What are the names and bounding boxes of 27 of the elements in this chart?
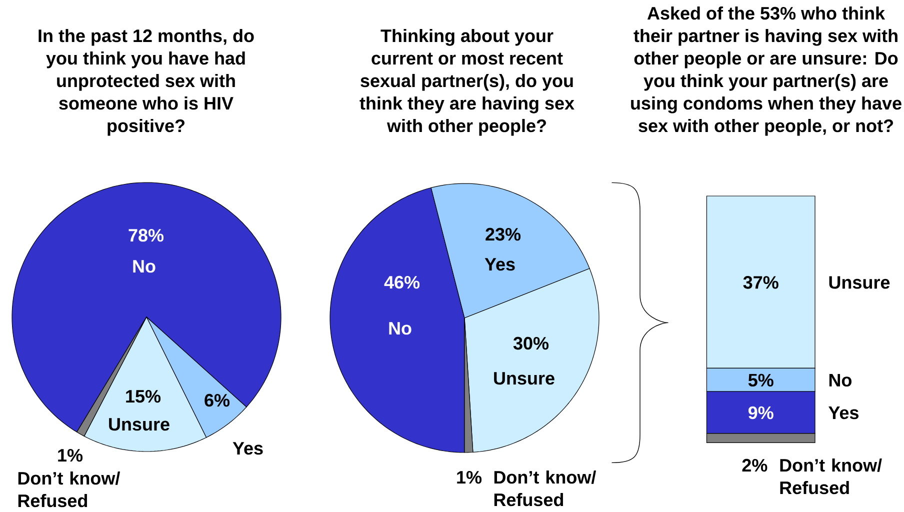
slice-label: Unsure xyxy=(494,372,554,385)
data-label: 1% xyxy=(457,470,482,484)
chart-title: Thinking about your current or most recent sexual partner(s), do you think they are having sex with other people? xyxy=(360,28,574,136)
data-label: 1% xyxy=(58,448,83,462)
slice-label: Unsure xyxy=(109,418,170,431)
data-label: 23% xyxy=(486,228,521,241)
data-label: 9% xyxy=(748,406,774,420)
slice-label: Don’t know/ Refused xyxy=(18,471,120,508)
series-label: Don’t know/ Refused xyxy=(780,458,882,494)
data-label: 46% xyxy=(384,276,420,289)
slice-label: No xyxy=(389,322,412,335)
series-label: Yes xyxy=(828,406,859,420)
series-label: No xyxy=(829,374,852,387)
data-label: 15% xyxy=(126,390,161,403)
chart-title: In the past 12 months, do you think you have had unprotected sex with someone who is HIV positive? xyxy=(38,28,254,136)
data-label: 2% xyxy=(742,458,768,472)
slice-label: Yes xyxy=(484,258,515,271)
data-label: 37% xyxy=(743,276,778,289)
chart-title: Asked of the 53% who think their partner is having sex with other people or are unsure: Do you think your partner(s) are using condoms when they have sex with other people, or not? xyxy=(631,6,902,136)
data-label: 6% xyxy=(204,394,230,407)
series-label: Unsure xyxy=(829,276,890,289)
data-label: 78% xyxy=(128,228,164,242)
data-label: 30% xyxy=(513,336,549,350)
slice-label: No xyxy=(133,260,156,273)
slice-label: Yes xyxy=(232,442,263,455)
data-label: 5% xyxy=(748,374,774,387)
slice-label: Don’t know/ Refused xyxy=(494,470,596,506)
